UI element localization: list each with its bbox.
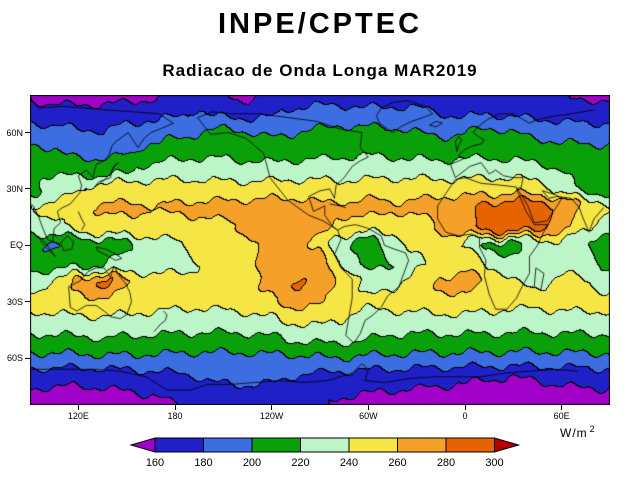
colorbar-segment <box>251 437 301 453</box>
y-axis-tick-label: EQ <box>9 240 23 251</box>
y-axis-tick <box>25 301 30 303</box>
colorbar-tick-label: 260 <box>388 457 406 469</box>
chart-subtitle: Radiacao de Onda Longa MAR2019 <box>162 61 478 80</box>
x-axis-tick-label: 120E <box>67 411 89 421</box>
x-axis-tick <box>561 405 563 410</box>
y-axis-tick-label: 30S <box>6 296 23 307</box>
x-axis-tick-label: 0 <box>462 411 468 421</box>
y-axis-tick-label: 30N <box>6 183 23 194</box>
x-axis-tick-label: 60E <box>553 411 570 421</box>
colorbar-segment <box>348 437 398 453</box>
colorbar-tick-label: 200 <box>243 457 261 469</box>
colorbar-segment <box>397 437 447 453</box>
units-exponent: 2 <box>589 424 596 434</box>
y-axis-tick-label: 60S <box>6 353 23 364</box>
y-axis-tick <box>25 357 30 359</box>
colorbar-segment <box>203 437 253 453</box>
colorbar-segment <box>445 437 495 453</box>
colorbar-tick-label: 160 <box>146 457 164 469</box>
y-axis-tick <box>25 188 30 190</box>
page-title: INPE/CPTEC <box>217 8 423 40</box>
y-axis-tick-label: 60N <box>6 127 23 138</box>
x-axis-tick-label: 180 <box>167 411 183 421</box>
x-axis-tick-label: 120W <box>259 411 284 421</box>
map-frame <box>30 95 610 405</box>
colorbar-svg: 160 180 200 220 240 260 280 300 <box>129 437 521 469</box>
colorbar: 160 180 200 220 240 260 280 300 <box>129 437 521 476</box>
units-label: W/m 2 <box>560 424 596 440</box>
colorbar-segment <box>300 437 350 453</box>
colorbar-tick-label: 240 <box>340 457 358 469</box>
x-axis-tick <box>464 405 466 410</box>
colorbar-tick-label: 300 <box>485 457 503 469</box>
colorbar-tick-label: 220 <box>291 457 309 469</box>
colorbar-tick-label: 180 <box>194 457 212 469</box>
x-axis-tick <box>271 405 273 410</box>
y-axis-tick <box>25 244 30 246</box>
colorbar-arrow-left <box>129 437 156 453</box>
olr-map-canvas <box>30 95 610 405</box>
colorbar-segment <box>154 437 204 453</box>
y-axis-tick <box>25 132 30 134</box>
x-axis-tick <box>174 405 176 410</box>
colorbar-arrow-right <box>494 437 521 453</box>
x-axis-tick <box>367 405 369 410</box>
x-axis-tick-label: 60W <box>359 411 378 421</box>
x-axis-tick <box>77 405 79 410</box>
units-text: W/m <box>560 426 588 440</box>
colorbar-tick-label: 280 <box>437 457 455 469</box>
